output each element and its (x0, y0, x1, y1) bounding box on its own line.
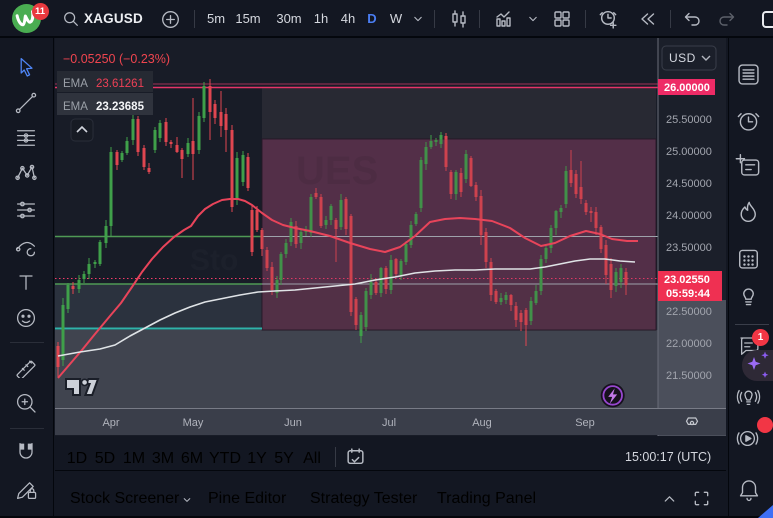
svg-text:Sep: Sep (575, 417, 595, 429)
svg-text:Jun: Jun (284, 417, 302, 429)
svg-text:EMA: EMA (63, 101, 88, 113)
svg-text:22.00000: 22.00000 (666, 338, 712, 350)
svg-text:25.50000: 25.50000 (666, 114, 712, 126)
svg-text:May: May (183, 417, 204, 429)
svg-text:−0.05250 (−0.23%): −0.05250 (−0.23%) (63, 52, 170, 66)
svg-text:23.61261: 23.61261 (96, 78, 144, 90)
svg-text:24.00000: 24.00000 (666, 210, 712, 222)
svg-text:Sto: Sto (190, 244, 238, 277)
svg-text:Aug: Aug (472, 417, 492, 429)
svg-text:22.50000: 22.50000 (666, 306, 712, 318)
svg-text:Apr: Apr (102, 417, 119, 429)
svg-text:24.50000: 24.50000 (666, 178, 712, 190)
svg-text:25.00000: 25.00000 (666, 146, 712, 158)
svg-text:26.00000: 26.00000 (664, 82, 710, 94)
svg-text:23.23685: 23.23685 (96, 101, 145, 113)
svg-text:23.50000: 23.50000 (666, 242, 712, 254)
svg-text:EMA: EMA (63, 78, 88, 90)
svg-text:21.50000: 21.50000 (666, 370, 712, 382)
svg-text:05:59:44: 05:59:44 (666, 288, 711, 300)
svg-text:23.02550: 23.02550 (664, 274, 710, 286)
svg-text:USD: USD (669, 51, 696, 65)
svg-text:Jul: Jul (382, 417, 396, 429)
svg-text:UES: UES (296, 149, 378, 193)
